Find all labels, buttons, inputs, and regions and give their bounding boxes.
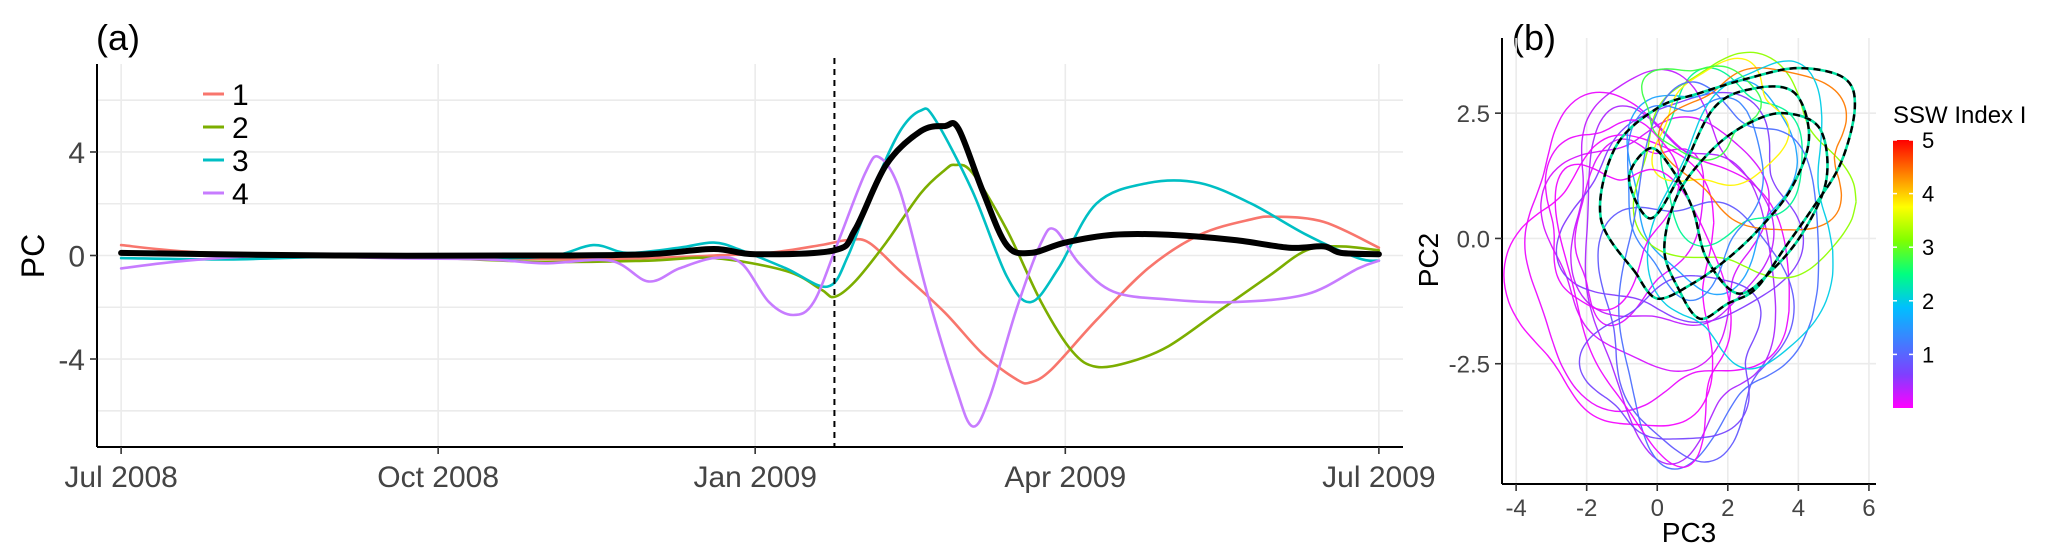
trajectory-loop <box>1651 57 1790 186</box>
colorbar-ticks: 1 2 3 4 5 <box>1893 128 1934 367</box>
panel-a-y-ticks: -4 0 4 <box>58 137 97 377</box>
panel-b-y-ticks: -2.5 0.0 2.5 <box>1449 101 1502 379</box>
colorbar-tick-label: 5 <box>1922 128 1934 153</box>
colorbar-tick-label: 2 <box>1922 289 1934 314</box>
panel-b-y-axis-title: PC2 <box>1413 233 1444 287</box>
trajectory-loop <box>1540 116 1770 372</box>
legend-label-3: 3 <box>232 145 249 178</box>
trajectory-loop <box>1574 138 1705 327</box>
trajectory-loop <box>1578 274 1762 440</box>
trajectory-loop <box>1640 65 1762 161</box>
panel-b-grid <box>1502 38 1876 484</box>
panel-b-x-tick-label: -4 <box>1505 495 1526 522</box>
panel-b-x-tick-label: 0 <box>1651 495 1664 522</box>
legend-label-2: 2 <box>232 112 249 145</box>
panel-b-trajectories <box>1503 51 1857 470</box>
trajectory-loop <box>1570 68 1775 327</box>
trajectory-loop <box>1660 67 1803 247</box>
panel-a-y-tick-label: 0 <box>68 241 85 274</box>
colorbar-tick-label: 3 <box>1922 235 1934 260</box>
trajectory-loop <box>1597 201 1795 463</box>
colorbar-title: SSW Index I <box>1893 102 2026 129</box>
panel-b-label: (b) <box>1512 17 1556 58</box>
trajectory-loop <box>1503 134 1715 427</box>
panel-a-time-series: (a) -4 0 4 Jul 2008 Oct 2008 Jan 2009 Apr 200… <box>15 17 1436 494</box>
panel-b-x-tick-label: 2 <box>1721 495 1734 522</box>
trajectory-loop <box>1524 91 1790 413</box>
panel-b-x-ticks: -4 -2 0 2 4 6 <box>1505 484 1876 522</box>
panel-b-y-tick-label: 0.0 <box>1457 226 1490 253</box>
panel-b-y-tick-label: 2.5 <box>1457 101 1490 128</box>
trajectory-loop <box>1544 119 1680 311</box>
colorbar-tick-label: 4 <box>1922 182 1934 207</box>
panel-a-x-tick-label: Jul 2008 <box>64 461 177 494</box>
colorbar-gradient <box>1893 140 1913 408</box>
trajectory-loop <box>1554 163 1732 468</box>
panel-b-x-tick-label: 4 <box>1792 495 1805 522</box>
highlighted-trajectory-dashed <box>1598 66 1857 321</box>
trajectory-loop <box>1555 91 1805 324</box>
trajectory-loop <box>1646 60 1834 370</box>
series-mean-line <box>118 120 1382 259</box>
panel-a-x-tick-label: Oct 2008 <box>377 461 499 494</box>
panel-a-x-ticks: Jul 2008 Oct 2008 Jan 2009 Apr 2009 Jul 2009 <box>64 447 1436 494</box>
panel-b-x-tick-label: 6 <box>1862 495 1875 522</box>
panel-a-label: (a) <box>96 17 140 58</box>
panel-a-y-tick-label: 4 <box>68 137 85 170</box>
panel-a-y-tick-label: -4 <box>58 344 85 377</box>
panel-a-x-tick-label: Jan 2009 <box>693 461 816 494</box>
panel-b-x-axis-title: PC3 <box>1662 517 1716 548</box>
panel-b-x-tick-label: -2 <box>1576 495 1597 522</box>
panel-a-y-axis-title: PC <box>15 234 51 278</box>
trajectory-loop <box>1618 81 1820 470</box>
panel-a-x-tick-label: Jul 2009 <box>1322 461 1435 494</box>
legend-label-1: 1 <box>232 79 249 112</box>
colorbar-tick-label: 1 <box>1922 342 1934 367</box>
panel-a-x-tick-label: Apr 2009 <box>1004 461 1126 494</box>
legend-label-4: 4 <box>232 178 249 211</box>
panel-b-highlighted-trajectory <box>1598 66 1857 321</box>
panel-b-y-tick-label: -2.5 <box>1449 352 1490 379</box>
series-4-line <box>119 155 1381 428</box>
panel-a-series-group <box>118 107 1382 428</box>
panel-b-phase-portrait: (b) -2.5 0.0 2.5 -4 -2 0 2 4 6 PC3 PC2 SSW Inde… <box>1413 17 2026 548</box>
